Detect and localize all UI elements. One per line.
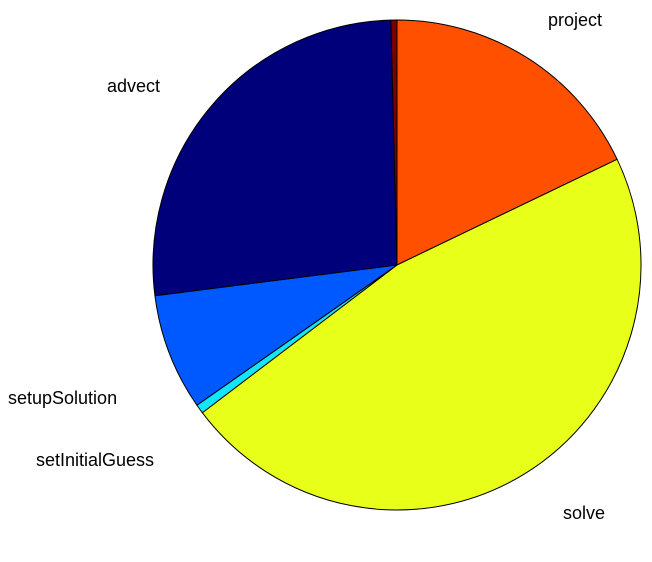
pie-slice-solve xyxy=(201,158,642,511)
pie-slices xyxy=(152,19,642,511)
pie-label-project: project xyxy=(548,10,602,30)
pie-label-advect: advect xyxy=(107,76,160,96)
pie-slice-unlabeled xyxy=(390,19,398,266)
pie-slice-advect xyxy=(152,19,398,297)
pie-slice-project xyxy=(396,19,618,266)
pie-slice-setupsolution xyxy=(154,264,398,406)
pie-label-setinitialguess: setInitialGuess xyxy=(36,450,154,470)
pie-label-setupsolution: setupSolution xyxy=(8,388,117,408)
pie-labels: project solve setInitialGuess setupSolution… xyxy=(8,10,605,523)
pie-label-solve: solve xyxy=(563,503,605,523)
